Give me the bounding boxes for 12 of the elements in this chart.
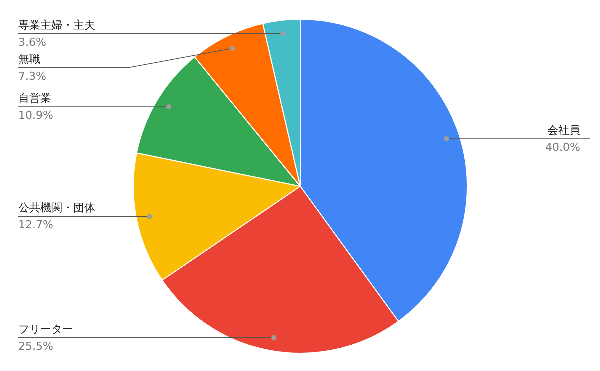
data-label: 7.3% [18, 70, 46, 83]
slice-label: フリーター [18, 322, 74, 336]
data-label: 12.7% [18, 218, 54, 232]
data-label: 3.6% [18, 36, 46, 49]
data-label: 40.0% [546, 141, 581, 154]
data-label: 25.5% [18, 340, 54, 353]
slice-label: 専業主婦・主夫 [18, 18, 96, 32]
slice-label: 公共機関・団体 [18, 202, 96, 215]
slice-label: 自営業 [18, 92, 52, 106]
data-label: 10.9% [18, 109, 54, 122]
slice-label: 無職 [18, 52, 40, 66]
slice-label: 会社員 [548, 124, 580, 138]
